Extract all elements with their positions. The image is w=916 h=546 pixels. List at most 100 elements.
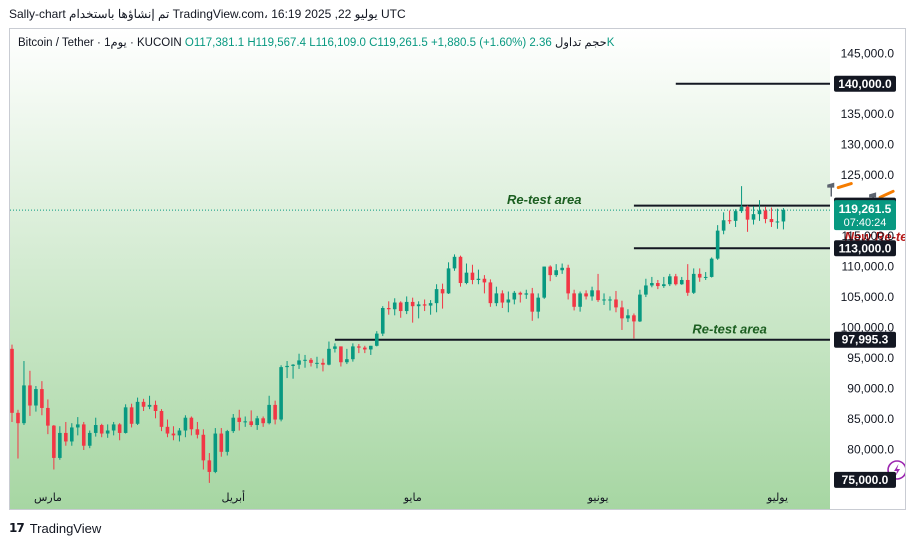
candle bbox=[590, 286, 594, 301]
time-axis-label: يوليو bbox=[766, 491, 788, 504]
candle bbox=[369, 345, 373, 355]
price-tag-box bbox=[834, 331, 896, 348]
price-tag-label: 113,000.0 bbox=[839, 241, 892, 255]
candle bbox=[267, 395, 271, 425]
candle-body bbox=[512, 292, 517, 300]
candle-body bbox=[458, 256, 463, 284]
candle bbox=[512, 290, 517, 305]
candle-body bbox=[255, 418, 259, 426]
candle bbox=[255, 415, 259, 430]
candle-body bbox=[261, 418, 265, 424]
chart-background bbox=[10, 29, 830, 509]
candle bbox=[691, 268, 696, 294]
candle-body bbox=[434, 289, 439, 304]
candle-body bbox=[58, 432, 62, 458]
candle bbox=[386, 301, 391, 315]
candle-body bbox=[141, 401, 146, 407]
candle-body bbox=[273, 404, 277, 420]
candle bbox=[751, 206, 756, 225]
candle-body bbox=[596, 290, 600, 301]
candle bbox=[99, 423, 104, 438]
candle-body bbox=[566, 267, 570, 294]
candle bbox=[129, 403, 134, 428]
price-tick-label: 125,000.0 bbox=[841, 168, 895, 182]
markers bbox=[827, 182, 905, 480]
candle-body bbox=[380, 308, 385, 334]
candle bbox=[656, 279, 660, 290]
candle bbox=[446, 262, 451, 294]
candle bbox=[87, 430, 92, 449]
candle bbox=[727, 210, 732, 224]
candle-body bbox=[398, 302, 403, 312]
candle-body bbox=[207, 460, 212, 472]
candle bbox=[28, 370, 32, 416]
candle bbox=[697, 268, 702, 282]
candle bbox=[46, 399, 50, 435]
candle bbox=[363, 345, 367, 354]
candle-body bbox=[572, 293, 576, 307]
candle bbox=[231, 414, 236, 433]
candle bbox=[542, 266, 547, 299]
candle bbox=[673, 273, 678, 286]
candle-body bbox=[548, 266, 552, 276]
candle-body bbox=[733, 211, 738, 221]
candle-body bbox=[781, 209, 786, 222]
price-tag-label: 75,000.0 bbox=[842, 473, 889, 487]
marker-head bbox=[827, 182, 835, 188]
candle-body bbox=[464, 272, 469, 284]
candle bbox=[518, 291, 523, 303]
candle bbox=[333, 343, 337, 353]
candle bbox=[632, 313, 636, 339]
symbol-title[interactable]: Bitcoin / Tether · 1يوم · KUCOIN bbox=[18, 37, 182, 49]
candle-body bbox=[560, 267, 564, 271]
footer-branding[interactable]: 17 TradingView bbox=[9, 518, 101, 538]
price-axis[interactable]: 145,000.0 135,000.0 130,000.0 125,000.0 115,… bbox=[834, 46, 896, 488]
candle bbox=[476, 269, 481, 285]
candle-body bbox=[769, 219, 774, 223]
candle-body bbox=[757, 210, 762, 215]
candle-body bbox=[386, 308, 391, 310]
candle bbox=[279, 365, 283, 422]
candle-body bbox=[279, 367, 283, 420]
low-value: L116,109.0 bbox=[309, 37, 366, 49]
time-axis-label: مايو bbox=[403, 491, 422, 504]
tradingview-brand: TradingView bbox=[29, 520, 102, 536]
candle bbox=[111, 421, 116, 436]
candle bbox=[566, 264, 570, 300]
candle-body bbox=[75, 424, 80, 428]
candle bbox=[309, 357, 313, 367]
candle bbox=[548, 265, 552, 282]
candle-body bbox=[165, 426, 170, 434]
marker-stroke bbox=[836, 182, 853, 190]
candle-body bbox=[249, 421, 253, 426]
annotation-label: Re-test area bbox=[507, 192, 581, 207]
candle-body bbox=[159, 410, 164, 427]
candle-body bbox=[303, 359, 307, 361]
price-tag-box bbox=[834, 471, 896, 488]
candle bbox=[327, 341, 331, 366]
candle-body bbox=[81, 424, 86, 446]
candle bbox=[93, 417, 98, 437]
symbol-legend: Bitcoin / Tether · 1يوم · KUCOIN O117,38… bbox=[18, 35, 614, 49]
time-axis-label: مارس bbox=[34, 491, 62, 504]
volume-value: 2.36K bbox=[529, 37, 615, 49]
candle-body bbox=[775, 221, 780, 223]
price-tick-label: 145,000.0 bbox=[841, 46, 895, 60]
candle-body bbox=[470, 272, 475, 280]
candle bbox=[721, 212, 726, 235]
annotations: Re-test area New Re-test area Re-test area bbox=[507, 192, 905, 337]
candle-body bbox=[237, 417, 242, 422]
time-axis[interactable]: مارسأبريلمايويونيويوليوأغسطسسبتمبر bbox=[34, 490, 906, 504]
candle bbox=[351, 343, 355, 362]
candle-body bbox=[93, 425, 98, 433]
candle bbox=[339, 346, 343, 367]
price-tag-box bbox=[834, 75, 896, 92]
candle-body bbox=[189, 417, 194, 430]
candle bbox=[608, 296, 612, 311]
candle bbox=[416, 301, 421, 319]
candle-body bbox=[500, 293, 505, 303]
candle bbox=[410, 297, 415, 323]
candle-body bbox=[518, 292, 523, 295]
